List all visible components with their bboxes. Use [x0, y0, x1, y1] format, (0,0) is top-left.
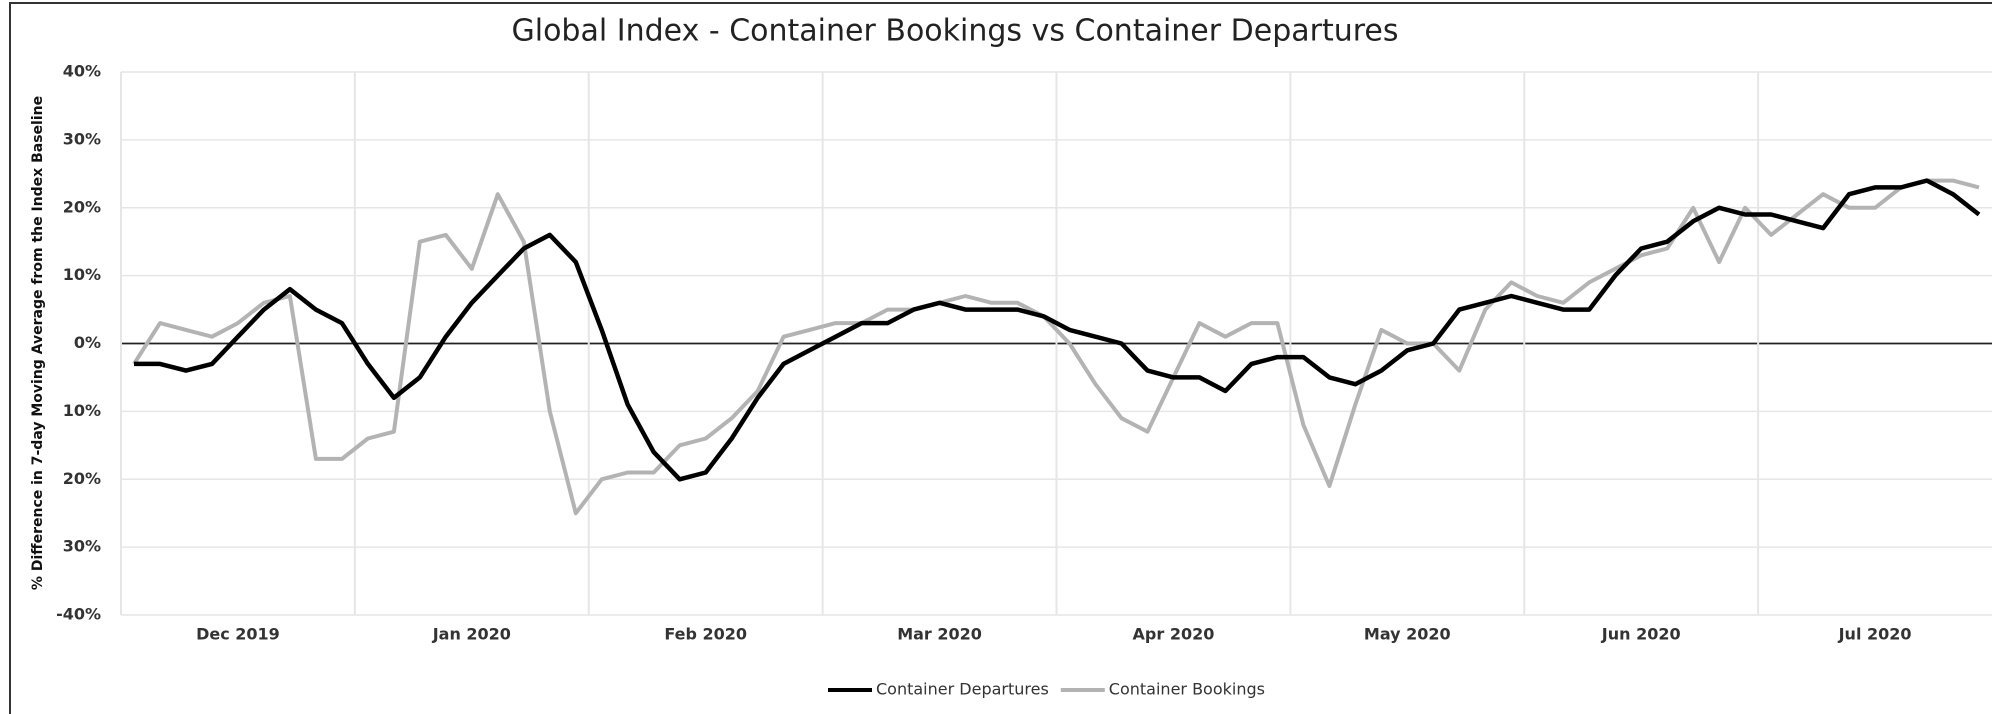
series-line [132, 178, 1980, 516]
y-tick-label: 30% [63, 129, 101, 148]
y-tick-label: 20% [63, 469, 101, 488]
x-tick-label: Dec 2019 [196, 625, 280, 644]
legend-label: Container Departures [876, 680, 1049, 699]
y-tick-label: 30% [63, 537, 101, 556]
x-tick-label: May 2020 [1364, 625, 1451, 644]
frame [9, 2, 1992, 714]
y-tick-label: 0% [74, 333, 101, 352]
y-tick-label: -40% [56, 605, 101, 624]
y-tick-label: 40% [63, 62, 101, 81]
x-tick-label: Jan 2020 [432, 625, 511, 644]
chart-title: Global Index - Container Bookings vs Con… [512, 14, 1399, 49]
x-tick-label: Feb 2020 [664, 625, 747, 644]
x-tick-label: Jul 2020 [1838, 625, 1912, 644]
y-axis-label: % Difference in 7-day Moving Average fro… [30, 96, 46, 590]
x-tick-label: Mar 2020 [897, 625, 982, 644]
series-line [134, 178, 1981, 482]
x-tick-label: Apr 2020 [1133, 625, 1215, 644]
y-tick-label: 10% [63, 265, 101, 284]
y-tick-label: 20% [63, 197, 101, 216]
y-tick-label: 10% [63, 401, 101, 420]
x-tick-label: Jun 2020 [1601, 625, 1681, 644]
legend-label: Container Bookings [1109, 680, 1265, 699]
